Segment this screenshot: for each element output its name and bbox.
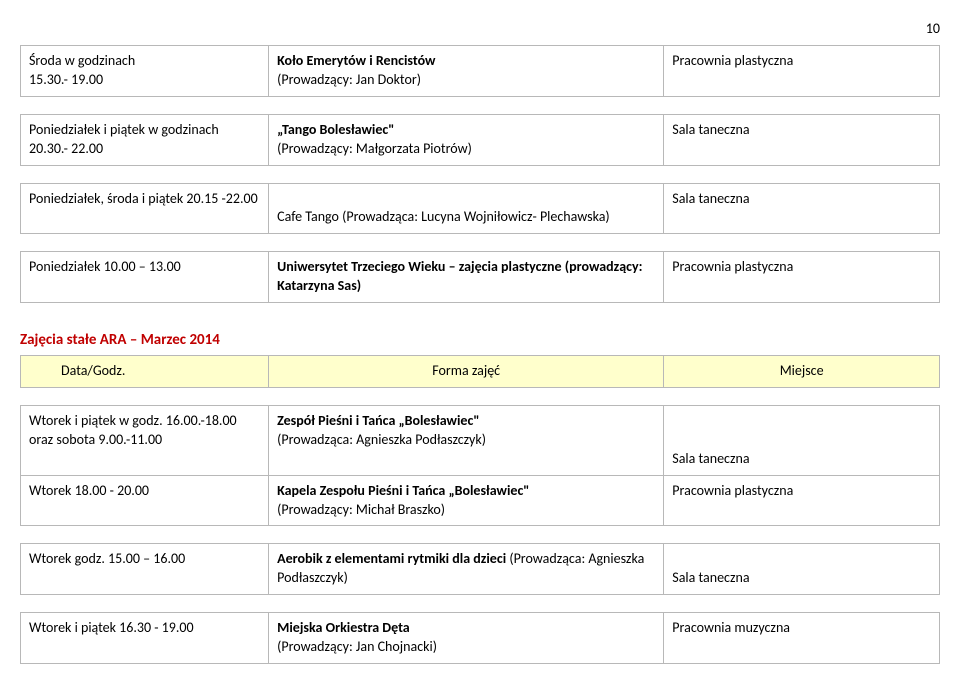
table-row: Środa w godzinach 15.30.- 19.00 Koło Eme… [21,46,940,97]
cell-activity: Miejska Orkiestra Dęta (Prowadzący: Jan … [269,613,664,664]
table-header-row: Data/Godz. Forma zajęć Miejsce [21,356,940,388]
cell-place: Sala taneczna [664,183,940,234]
text: (Prowadzący: Małgorzata Piotrów) [277,140,472,157]
text: Miejska Orkiestra Dęta [277,619,410,636]
cell-activity: Zespół Pieśni i Tańca „Bolesławiec" (Pro… [269,406,664,476]
cell-place: Pracownia plastyczna [664,46,940,97]
spacer-row [21,526,940,544]
text: Uniwersytet Trzeciego Wieku – zajęcia pl… [277,258,642,294]
table-row: Poniedziałek, środa i piątek 20.15 -22.0… [21,183,940,234]
cell-activity: Kapela Zespołu Pieśni i Tańca „Bolesławi… [269,475,664,526]
cell-place: Pracownia plastyczna [664,475,940,526]
cell-activity: Koło Emerytów i Rencistów (Prowadzący: J… [269,46,664,97]
text: (Prowadząca: Agnieszka Podłaszczyk) [277,431,486,448]
spacer-row [21,388,940,406]
header-place: Miejsce [664,356,940,388]
table-row: Poniedziałek i piątek w godzinach 20.30.… [21,114,940,165]
table-row: Poniedziałek 10.00 – 13.00 Uniwersytet T… [21,252,940,303]
text: „Tango Bolesławiec" [277,121,394,138]
spacer-row [21,595,940,613]
cell-activity: „Tango Bolesławiec" (Prowadzący: Małgorz… [269,114,664,165]
text: Koło Emerytów i Rencistów [277,52,435,69]
cell-activity: Cafe Tango (Prowadząca: Lucyna Wojniłowi… [269,183,664,234]
text: (Prowadzący: Michał Braszko) [277,501,445,518]
page-number: 10 [20,20,940,37]
table-row: Wtorek godz. 15.00 – 16.00 Aerobik z ele… [21,544,940,595]
table-row: Wtorek 18.00 - 20.00 Kapela Zespołu Pieś… [21,475,940,526]
cell-datetime: Wtorek i piątek w godz. 16.00.-18.00 ora… [21,406,269,476]
cell-place: Sala taneczna [664,114,940,165]
text: Kapela Zespołu Pieśni i Tańca „Bolesławi… [277,482,529,499]
cell-activity: Uniwersytet Trzeciego Wieku – zajęcia pl… [269,252,664,303]
text: Środa w godzinach [29,52,135,69]
cell-datetime: Środa w godzinach 15.30.- 19.00 [21,46,269,97]
spacer-row [21,96,940,114]
cell-datetime: Wtorek i piątek 16.30 - 19.00 [21,613,269,664]
text: 15.30.- 19.00 [29,71,103,88]
cell-place: Pracownia plastyczna [664,252,940,303]
section-title: Zajęcia stałe ARA – Marzec 2014 [20,331,940,349]
spacer-row [21,165,940,183]
schedule-table-1: Środa w godzinach 15.30.- 19.00 Koło Eme… [20,45,940,303]
cell-datetime: Poniedziałek, środa i piątek 20.15 -22.0… [21,183,269,234]
table-row: Wtorek i piątek w godz. 16.00.-18.00 ora… [21,406,940,476]
text: Zespół Pieśni i Tańca „Bolesławiec" [277,412,479,429]
cell-activity: Aerobik z elementami rytmiki dla dzieci … [269,544,664,595]
cell-datetime: Poniedziałek 10.00 – 13.00 [21,252,269,303]
cell-datetime: Poniedziałek i piątek w godzinach 20.30.… [21,114,269,165]
header-date: Data/Godz. [21,356,269,388]
table-row: Wtorek i piątek 16.30 - 19.00 Miejska Or… [21,613,940,664]
spacer-row [21,234,940,252]
cell-datetime: Wtorek 18.00 - 20.00 [21,475,269,526]
cell-place: Sala taneczna [664,544,940,595]
cell-place: Pracownia muzyczna [664,613,940,664]
cell-datetime: Wtorek godz. 15.00 – 16.00 [21,544,269,595]
text: Sala taneczna [672,569,749,586]
header-form: Forma zajęć [269,356,664,388]
text: Sala taneczna [672,450,749,467]
text: Aerobik z elementami rytmiki dla dzieci [277,550,506,567]
cell-place: Sala taneczna [664,406,940,476]
text: (Prowadzący: Jan Doktor) [277,71,421,88]
schedule-table-2: Data/Godz. Forma zajęć Miejsce Wtorek i … [20,355,940,664]
text: Cafe Tango (Prowadząca: Lucyna Wojniłowi… [277,208,610,225]
